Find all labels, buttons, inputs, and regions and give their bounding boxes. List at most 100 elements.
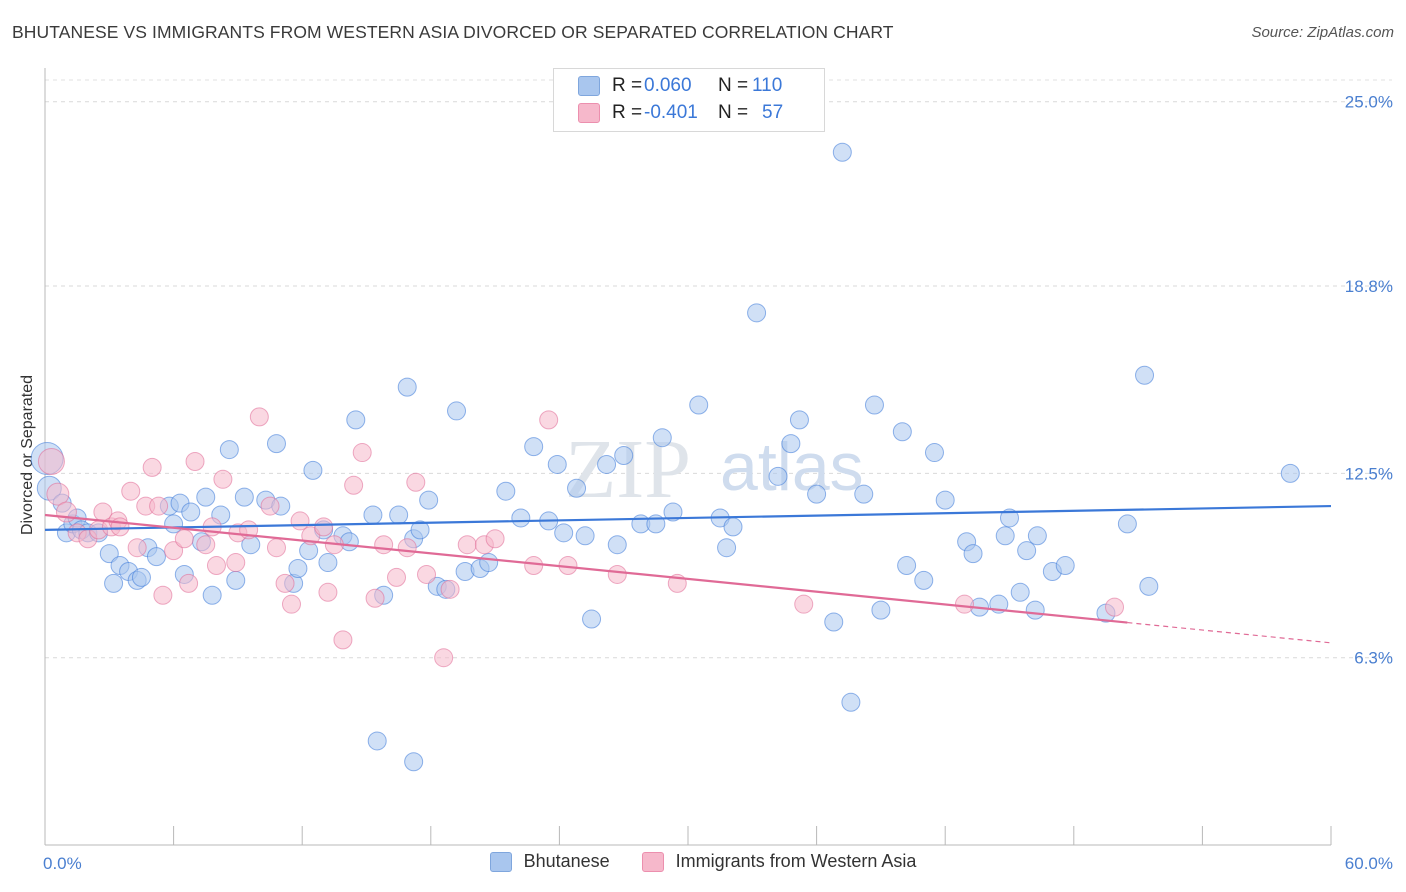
bhutanese-point <box>897 556 917 576</box>
bhutanese-point <box>226 570 246 590</box>
legend-row-western-asia: R = -0.401 N = 57 <box>578 100 783 126</box>
bhutanese-point <box>164 514 184 534</box>
western-asia-point <box>365 588 385 608</box>
bhutanese-point <box>303 460 323 480</box>
bhutanese-point <box>575 526 595 546</box>
legend-label-western-asia: Immigrants from Western Asia <box>675 851 917 871</box>
western-asia-point <box>153 585 173 605</box>
western-asia-point <box>206 556 226 576</box>
data-points <box>30 142 1300 772</box>
western-asia-point <box>290 511 310 531</box>
bhutanese-point <box>807 484 827 504</box>
legend-label-bhutanese: Bhutanese <box>523 851 610 871</box>
western-asia-point <box>434 648 454 668</box>
western-asia-point <box>524 556 544 576</box>
bhutanese-point <box>99 544 119 564</box>
legend-swatch-bhutanese <box>578 76 600 96</box>
y-tick-label: 12.5% <box>1345 464 1393 483</box>
stats-legend: R = 0.060 N = 110 R = -0.401 N = 57 <box>553 68 825 132</box>
bhutanese-point <box>597 454 617 474</box>
legend-n-label: N = <box>718 102 749 123</box>
bhutanese-point <box>410 520 430 540</box>
bhutanese-point <box>768 466 788 486</box>
western-asia-point <box>374 535 394 555</box>
bhutanese-point <box>841 692 861 712</box>
western-asia-point <box>954 594 974 614</box>
western-asia-point <box>397 538 417 558</box>
bhutanese-point <box>367 731 387 751</box>
bhutanese-point <box>854 484 874 504</box>
western-asia-point <box>417 564 437 584</box>
western-asia-point <box>440 579 460 599</box>
source-credit: Source: ZipAtlas.com <box>1251 24 1394 41</box>
bhutanese-point <box>582 609 602 629</box>
western-asia-point <box>344 475 364 495</box>
western-asia-point <box>260 496 280 516</box>
bhutanese-point <box>131 567 151 587</box>
bhutanese-point <box>963 544 983 564</box>
western-asia-point <box>794 594 814 614</box>
y-tick-label: 18.8% <box>1345 277 1393 296</box>
western-asia-point <box>226 553 246 573</box>
legend-r-value: 0.060 <box>644 75 692 96</box>
trend-line-bhutanese <box>44 504 1332 531</box>
western-asia-point <box>318 582 338 602</box>
bhutanese-point <box>346 410 366 430</box>
bhutanese-point <box>871 600 891 620</box>
bhutanese-point <box>363 505 383 525</box>
bhutanese-point <box>1280 463 1300 483</box>
bhutanese-point <box>995 526 1015 546</box>
trend-line-western-asia <box>44 513 1128 624</box>
watermark-zip: ZIP <box>565 423 691 516</box>
bhutanese-point <box>1025 600 1045 620</box>
bhutanese-point <box>717 538 737 558</box>
western-asia-point <box>314 517 334 537</box>
legend-row-bhutanese: R = 0.060 N = 110 <box>578 73 782 99</box>
western-asia-point <box>185 451 205 471</box>
bhutanese-point <box>1010 582 1030 602</box>
bhutanese-point <box>567 478 587 498</box>
legend-n-value: 110 <box>752 75 783 96</box>
western-asia-point <box>1105 597 1125 617</box>
bhutanese-point <box>1055 556 1075 576</box>
bhutanese-point <box>404 752 424 772</box>
bhutanese-point <box>202 585 222 605</box>
bhutanese-point <box>181 502 201 522</box>
bhutanese-point <box>479 553 499 573</box>
legend-item-bhutanese: Bhutanese <box>489 851 610 872</box>
bhutanese-point <box>196 487 216 507</box>
bhutanese-point <box>389 505 409 525</box>
legend-n-value: 57 <box>762 102 784 123</box>
bhutanese-point <box>824 612 844 632</box>
legend-r-label: R = <box>612 75 643 96</box>
bhutanese-point <box>1139 576 1159 596</box>
series-legend: Bhutanese Immigrants from Western Asia <box>0 851 1406 872</box>
chart-title: BHUTANESE VS IMMIGRANTS FROM WESTERN ASI… <box>12 22 894 42</box>
trend-line-western-asia-extension <box>1127 621 1332 644</box>
western-asia-point <box>142 457 162 477</box>
bhutanese-point <box>832 142 852 162</box>
bhutanese-point <box>397 377 417 397</box>
western-asia-point <box>174 529 194 549</box>
bhutanese-point <box>419 490 439 510</box>
western-asia-point <box>164 541 184 561</box>
western-asia-point <box>387 567 407 587</box>
western-asia-point <box>266 538 286 558</box>
bhutanese-point <box>104 573 124 593</box>
bhutanese-point <box>511 508 531 528</box>
legend-swatch-bhutanese <box>489 851 512 872</box>
bhutanese-point <box>1000 508 1019 528</box>
western-asia-point <box>607 564 627 584</box>
western-asia-point <box>457 535 477 555</box>
western-asia-point <box>213 469 233 489</box>
bhutanese-point <box>663 502 683 522</box>
trend-lines <box>44 504 1332 644</box>
legend-swatch-western-asia <box>578 103 600 123</box>
bhutanese-point <box>146 547 166 567</box>
bhutanese-point <box>723 517 743 537</box>
bhutanese-point <box>266 434 286 454</box>
western-asia-point <box>333 630 353 650</box>
x-tick-label: 60.0% <box>1345 854 1393 873</box>
bhutanese-point <box>607 535 627 555</box>
bhutanese-point <box>524 437 544 457</box>
